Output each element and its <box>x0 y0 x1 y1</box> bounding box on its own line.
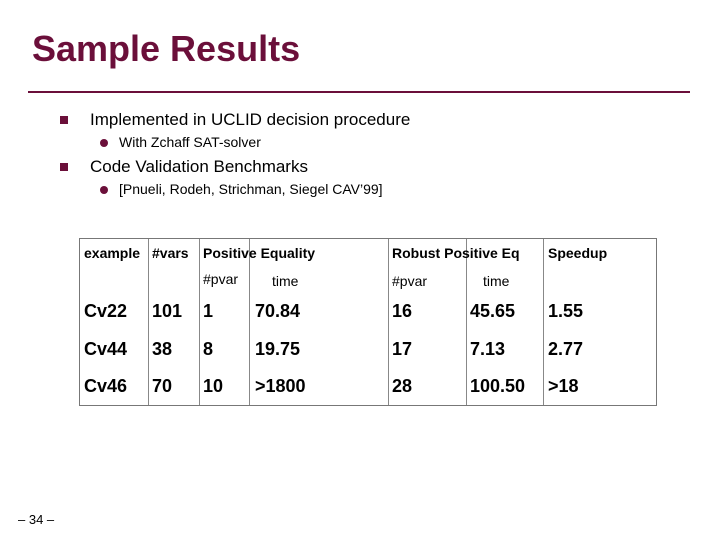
round-bullet-icon <box>100 139 108 147</box>
sub-bullet-zchaff: With Zchaff SAT-solver <box>119 134 261 150</box>
cell-speedup: 1.55 <box>548 301 584 321</box>
cell-vars: 38 <box>152 339 173 359</box>
cell-rpe-time: 45.65 <box>470 301 516 321</box>
title-underline <box>28 91 690 93</box>
cell-pe-pvar: 1 <box>203 301 214 321</box>
cell-example: Cv44 <box>84 339 128 359</box>
cell-pe-time: 19.75 <box>255 339 301 359</box>
results-table: example #vars Positive Equality Robust P… <box>79 238 657 406</box>
header-robust-positive-eq: Robust Positive Eq <box>392 245 520 261</box>
slide-title: Sample Results <box>32 28 301 69</box>
round-bullet-icon <box>100 186 108 194</box>
subheader-pvar: #pvar <box>392 273 428 289</box>
header-vars: #vars <box>152 245 189 261</box>
header-example: example <box>84 245 141 261</box>
column-divider <box>466 239 467 405</box>
cell-rpe-time: 100.50 <box>470 376 526 396</box>
cell-speedup: 2.77 <box>548 339 584 359</box>
cell-pe-pvar: 8 <box>203 339 214 359</box>
header-positive-equality: Positive Equality <box>203 245 316 261</box>
cell-vars: 70 <box>152 376 173 396</box>
header-speedup: Speedup <box>548 245 608 261</box>
column-divider <box>199 239 200 405</box>
square-bullet-icon <box>60 116 68 124</box>
cell-rpe-pvar: 17 <box>392 339 413 359</box>
sub-bullet-citation: [Pnueli, Rodeh, Strichman, Siegel CAV’99… <box>119 181 383 197</box>
square-bullet-icon <box>60 163 68 171</box>
cell-rpe-time: 7.13 <box>470 339 506 359</box>
bullet-benchmarks: Code Validation Benchmarks <box>90 157 308 176</box>
cell-rpe-pvar: 16 <box>392 301 413 321</box>
subheader-pvar: #pvar <box>203 271 239 287</box>
cell-pe-pvar: 10 <box>203 376 224 396</box>
cell-vars: 101 <box>152 301 183 321</box>
cell-example: Cv22 <box>84 301 128 321</box>
column-divider <box>388 239 389 405</box>
cell-rpe-pvar: 28 <box>392 376 413 396</box>
cell-pe-time: >1800 <box>255 376 306 396</box>
subheader-time: time <box>272 273 299 289</box>
cell-speedup: >18 <box>548 376 579 396</box>
column-divider <box>148 239 149 405</box>
cell-example: Cv46 <box>84 376 128 396</box>
bullet-uclid: Implemented in UCLID decision procedure <box>90 110 411 129</box>
column-divider <box>543 239 544 405</box>
page-number: – 34 – <box>18 512 55 527</box>
column-divider <box>249 239 250 405</box>
cell-pe-time: 70.84 <box>255 301 301 321</box>
subheader-time: time <box>483 273 510 289</box>
